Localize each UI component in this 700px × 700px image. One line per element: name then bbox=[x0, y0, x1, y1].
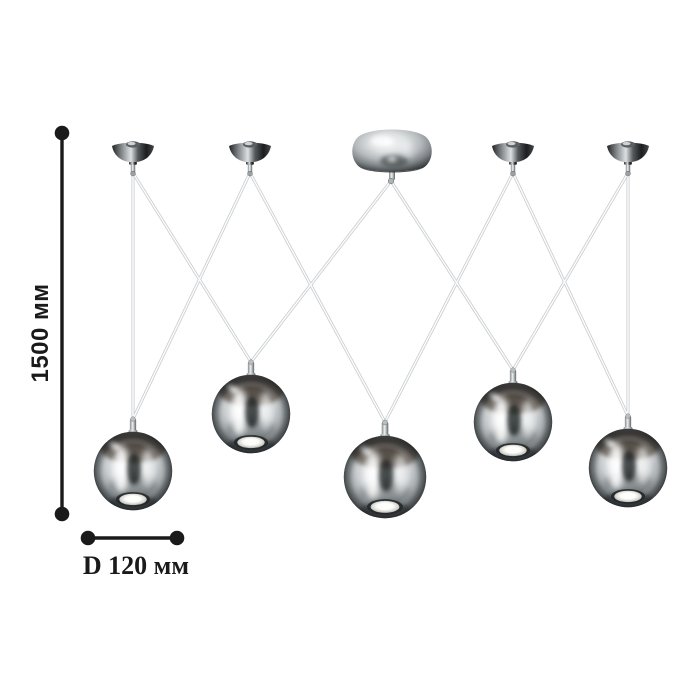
pendant-sphere-4 bbox=[474, 368, 552, 465]
pendant-sphere-1 bbox=[94, 417, 172, 514]
height-dimension: 1500 мм bbox=[27, 125, 70, 522]
diameter-dimension-label: D 120 мм bbox=[83, 551, 189, 580]
diameter-dimension: D 120 мм bbox=[80, 530, 189, 580]
ceiling-canopy-4 bbox=[491, 140, 535, 177]
diameter-dimension-right-dot bbox=[169, 530, 185, 546]
height-dimension-bottom-dot bbox=[54, 506, 70, 522]
pendant-sphere-2 bbox=[212, 360, 290, 457]
ceiling-canopy-1 bbox=[111, 140, 155, 177]
suspension-cables bbox=[131, 171, 630, 424]
height-dimension-label: 1500 мм bbox=[27, 283, 54, 382]
ceiling-canopy-2 bbox=[228, 140, 272, 177]
ceiling-canopy-5 bbox=[606, 140, 650, 177]
pendant-sphere-5 bbox=[589, 414, 667, 511]
height-dimension-top-dot bbox=[54, 125, 70, 141]
ceiling-dome-canopy bbox=[352, 129, 432, 185]
diameter-dimension-left-dot bbox=[80, 530, 96, 546]
pendant-sphere-3 bbox=[344, 420, 426, 522]
